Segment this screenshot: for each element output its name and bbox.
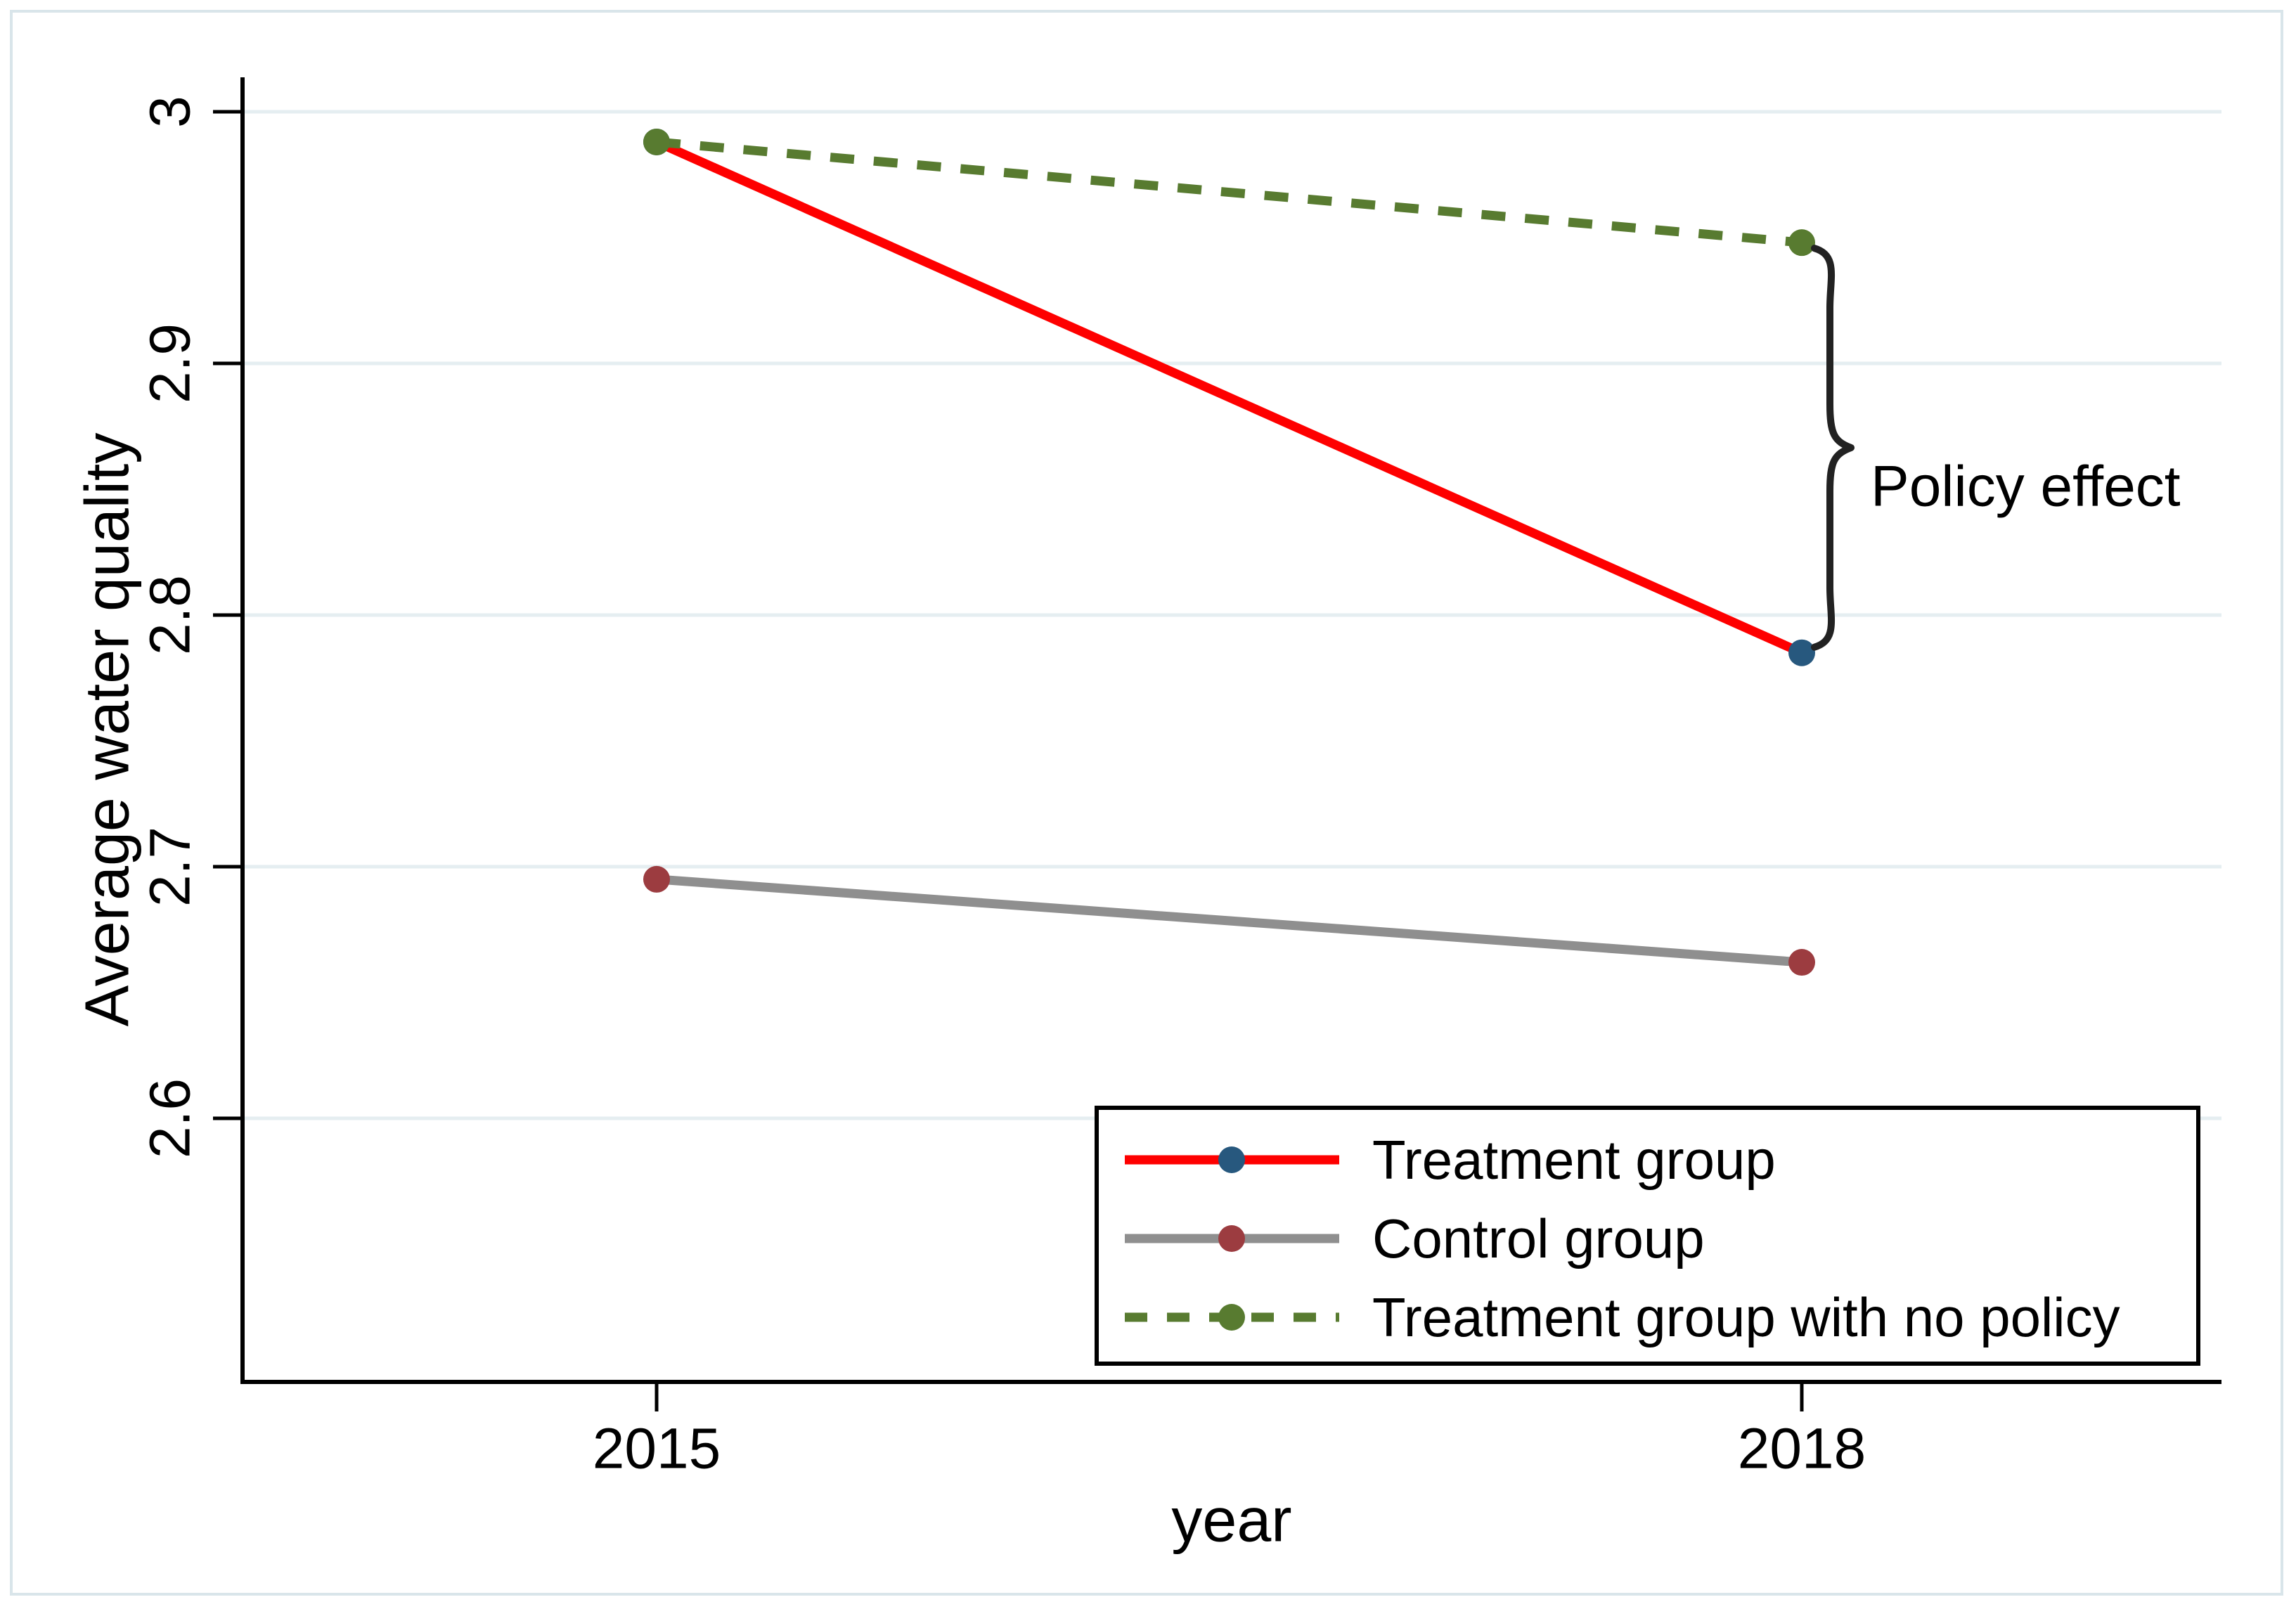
y-tick-label: 2.8 — [138, 575, 202, 655]
y-tick-label: 2.9 — [138, 323, 202, 403]
data-point-0-1 — [1788, 639, 1815, 666]
series-line-2 — [656, 137, 1802, 247]
policy-effect-annotation: Policy effect — [1811, 245, 2181, 651]
y-ticks: 3 2.9 2.8 2.7 2.6 — [138, 96, 243, 1158]
series-line-1 — [656, 874, 1802, 967]
policy-effect-label: Policy effect — [1871, 454, 2181, 518]
legend-entry-counterfactual: Treatment group with no policy — [1125, 1286, 2120, 1348]
x-tick-label: 2018 — [1738, 1416, 1866, 1480]
data-point-1-1 — [1788, 949, 1815, 976]
series-line-0 — [654, 138, 1804, 657]
x-tick-label: 2015 — [593, 1416, 721, 1480]
x-ticks: 2015 2018 — [593, 1382, 1866, 1480]
x-axis-title: year — [1171, 1485, 1291, 1555]
legend-marker-control — [1218, 1225, 1245, 1252]
legend-label-treatment: Treatment group — [1372, 1129, 1776, 1191]
y-tick-label: 2.6 — [138, 1078, 202, 1158]
legend-entry-control: Control group — [1125, 1208, 1705, 1269]
curly-brace — [1811, 245, 1855, 651]
y-tick-label: 2.7 — [138, 827, 202, 907]
axes: 3 2.9 2.8 2.7 2.6 2015 2018 Average water qua… — [72, 77, 2221, 1555]
legend-label-counterfactual: Treatment group with no policy — [1372, 1286, 2120, 1348]
legend: Treatment group Control group Treatment … — [1095, 1106, 2200, 1366]
data-point-2-1 — [1788, 229, 1815, 257]
y-tick-label: 3 — [138, 96, 202, 128]
series-markers — [643, 128, 1815, 976]
legend-label-control: Control group — [1372, 1208, 1705, 1269]
legend-entry-treatment: Treatment group — [1125, 1129, 1776, 1191]
data-point-2-0 — [643, 128, 670, 155]
gridlines — [245, 110, 2221, 1120]
legend-marker-counterfactual — [1218, 1304, 1245, 1331]
legend-marker-treatment — [1218, 1146, 1245, 1173]
series-lines — [654, 137, 1804, 967]
data-point-1-0 — [643, 865, 670, 893]
figure-border — [10, 10, 2283, 1596]
y-axis-title: Average water quality — [72, 433, 142, 1027]
